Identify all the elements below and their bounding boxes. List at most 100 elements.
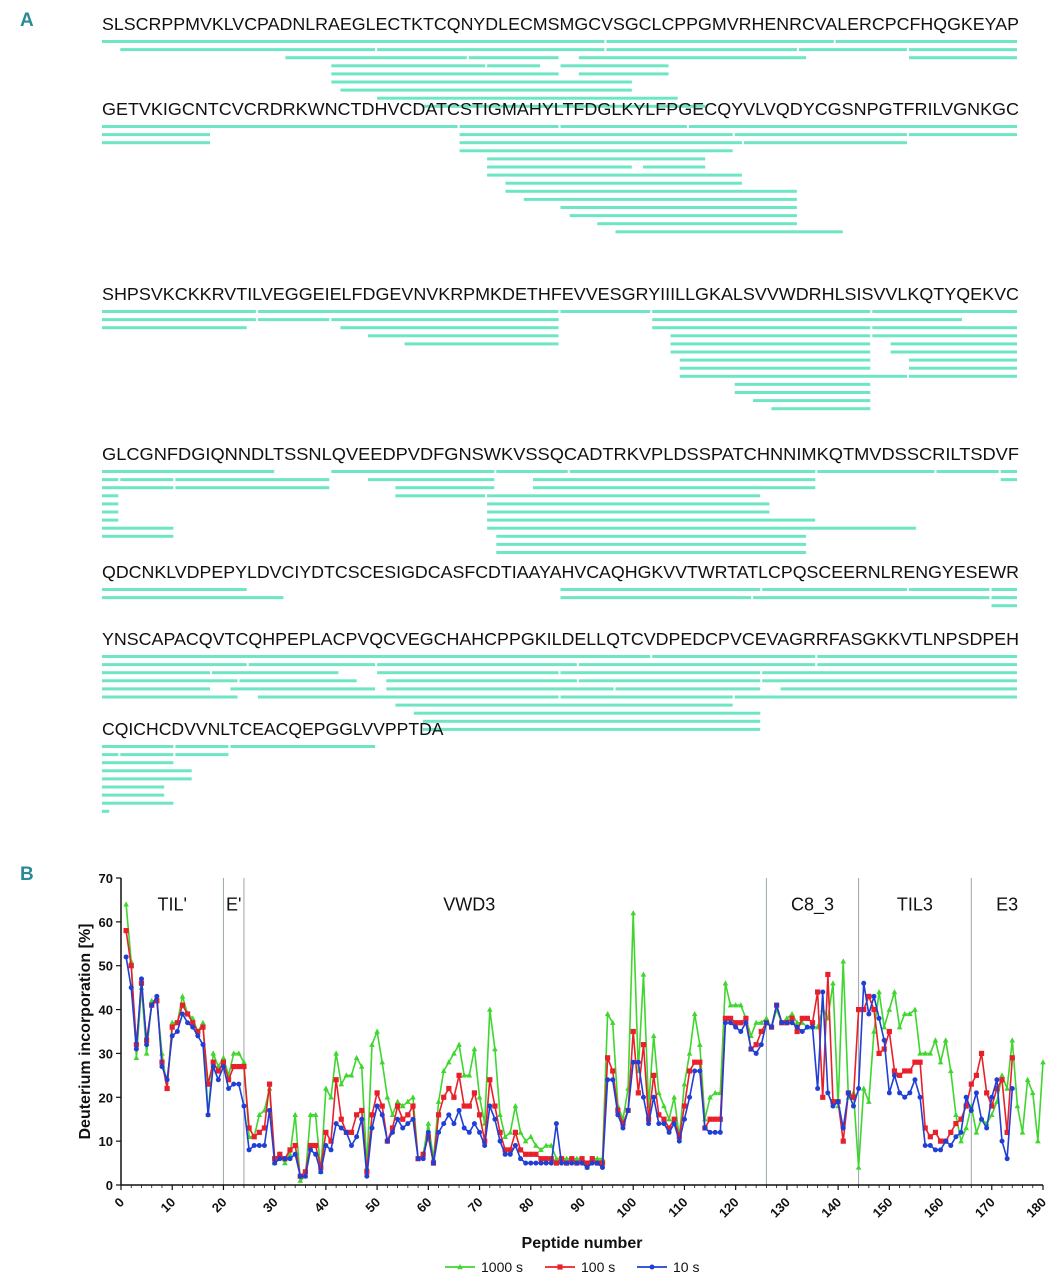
peptide-bar — [487, 64, 541, 68]
data-point — [277, 1156, 283, 1162]
data-point — [702, 1125, 708, 1131]
data-point — [307, 1111, 314, 1118]
data-point — [589, 1160, 595, 1166]
data-point — [461, 1103, 467, 1109]
data-point — [241, 1103, 247, 1109]
data-point — [359, 1107, 365, 1114]
data-point — [722, 980, 729, 986]
data-point — [861, 980, 867, 986]
data-point — [256, 1143, 262, 1149]
data-point — [476, 1094, 483, 1100]
data-point — [676, 1138, 682, 1144]
data-point — [610, 1068, 616, 1074]
data-point — [523, 1151, 529, 1157]
data-point — [164, 1085, 170, 1092]
peptide-bar — [102, 769, 192, 773]
data-point — [538, 1160, 544, 1166]
data-point — [922, 1143, 928, 1149]
data-point — [251, 1143, 257, 1149]
data-point — [840, 1125, 846, 1131]
legend-label: 100 s — [581, 1259, 615, 1275]
data-point — [645, 1116, 652, 1122]
data-point — [538, 1156, 544, 1162]
data-point — [502, 1133, 508, 1139]
data-point — [722, 1015, 729, 1021]
peptide-bar — [496, 542, 807, 546]
peptide-bar — [872, 326, 1017, 330]
data-point — [640, 1094, 646, 1100]
data-point — [297, 1177, 304, 1183]
x-axis-title: Peptide number — [522, 1235, 643, 1252]
peptide-bar — [670, 342, 871, 346]
data-point — [215, 1077, 221, 1083]
data-point — [457, 1264, 463, 1270]
data-point — [953, 1111, 959, 1118]
peptide-bar — [487, 165, 632, 169]
data-point — [123, 901, 129, 907]
data-point — [891, 1068, 898, 1074]
peptide-bar — [533, 478, 816, 482]
data-point — [692, 1068, 698, 1074]
data-point — [728, 1020, 734, 1026]
data-point — [605, 1077, 611, 1083]
peptide-bar — [340, 88, 632, 92]
data-point — [512, 1103, 519, 1109]
data-point — [789, 1015, 795, 1021]
data-point — [963, 1124, 969, 1131]
data-point — [932, 1129, 939, 1135]
data-point — [441, 1121, 447, 1127]
data-point — [256, 1129, 262, 1135]
peptide-bar — [386, 687, 614, 691]
data-point — [328, 1138, 334, 1144]
peptide-bar — [780, 687, 1017, 691]
x-tick-label: 40 — [311, 1195, 332, 1216]
peptide-bar — [817, 663, 1017, 667]
data-point — [149, 1002, 155, 1008]
peptide-bar — [762, 671, 1017, 675]
peptide-bar — [560, 206, 797, 209]
data-point — [799, 1029, 805, 1034]
peptide-bar — [505, 189, 797, 193]
data-point — [825, 1090, 831, 1096]
peptide-bar — [487, 494, 761, 498]
data-point — [502, 1147, 508, 1153]
data-point — [133, 1054, 140, 1061]
x-tick-label: 100 — [613, 1195, 639, 1221]
data-point — [989, 1094, 995, 1100]
data-point — [958, 1116, 964, 1122]
data-point — [937, 1138, 944, 1144]
x-tick-label: 110 — [665, 1195, 690, 1220]
data-point — [143, 1050, 150, 1056]
data-point — [733, 1024, 739, 1030]
peptide-bar — [468, 56, 559, 60]
peptide-bar — [817, 470, 935, 473]
data-point — [405, 1121, 411, 1127]
data-point — [159, 1064, 165, 1070]
data-point — [825, 971, 831, 978]
data-point — [569, 1156, 575, 1162]
peptide-bar — [377, 96, 678, 100]
peptide-bar — [422, 719, 761, 723]
peptide-bar — [560, 671, 761, 675]
data-point — [866, 993, 872, 1000]
data-point — [651, 1072, 657, 1078]
peptide-bar — [102, 753, 119, 757]
peptide-bar — [102, 40, 605, 43]
data-point — [266, 1081, 273, 1087]
data-point — [681, 1103, 688, 1109]
data-point — [938, 1147, 944, 1153]
x-tick-label: 60 — [414, 1195, 435, 1216]
peptide-bar — [487, 510, 770, 514]
peptide-bar — [120, 48, 376, 52]
data-point — [518, 1156, 524, 1162]
data-point — [369, 1125, 375, 1131]
data-point — [389, 1111, 396, 1118]
x-tick-label: 140 — [818, 1195, 844, 1221]
data-point — [932, 1037, 939, 1043]
x-tick-label: 170 — [972, 1195, 998, 1221]
data-point — [174, 1020, 180, 1026]
data-point — [374, 1028, 380, 1034]
peptide-bar — [257, 310, 559, 313]
data-point — [738, 1029, 744, 1034]
data-point — [594, 1160, 600, 1166]
